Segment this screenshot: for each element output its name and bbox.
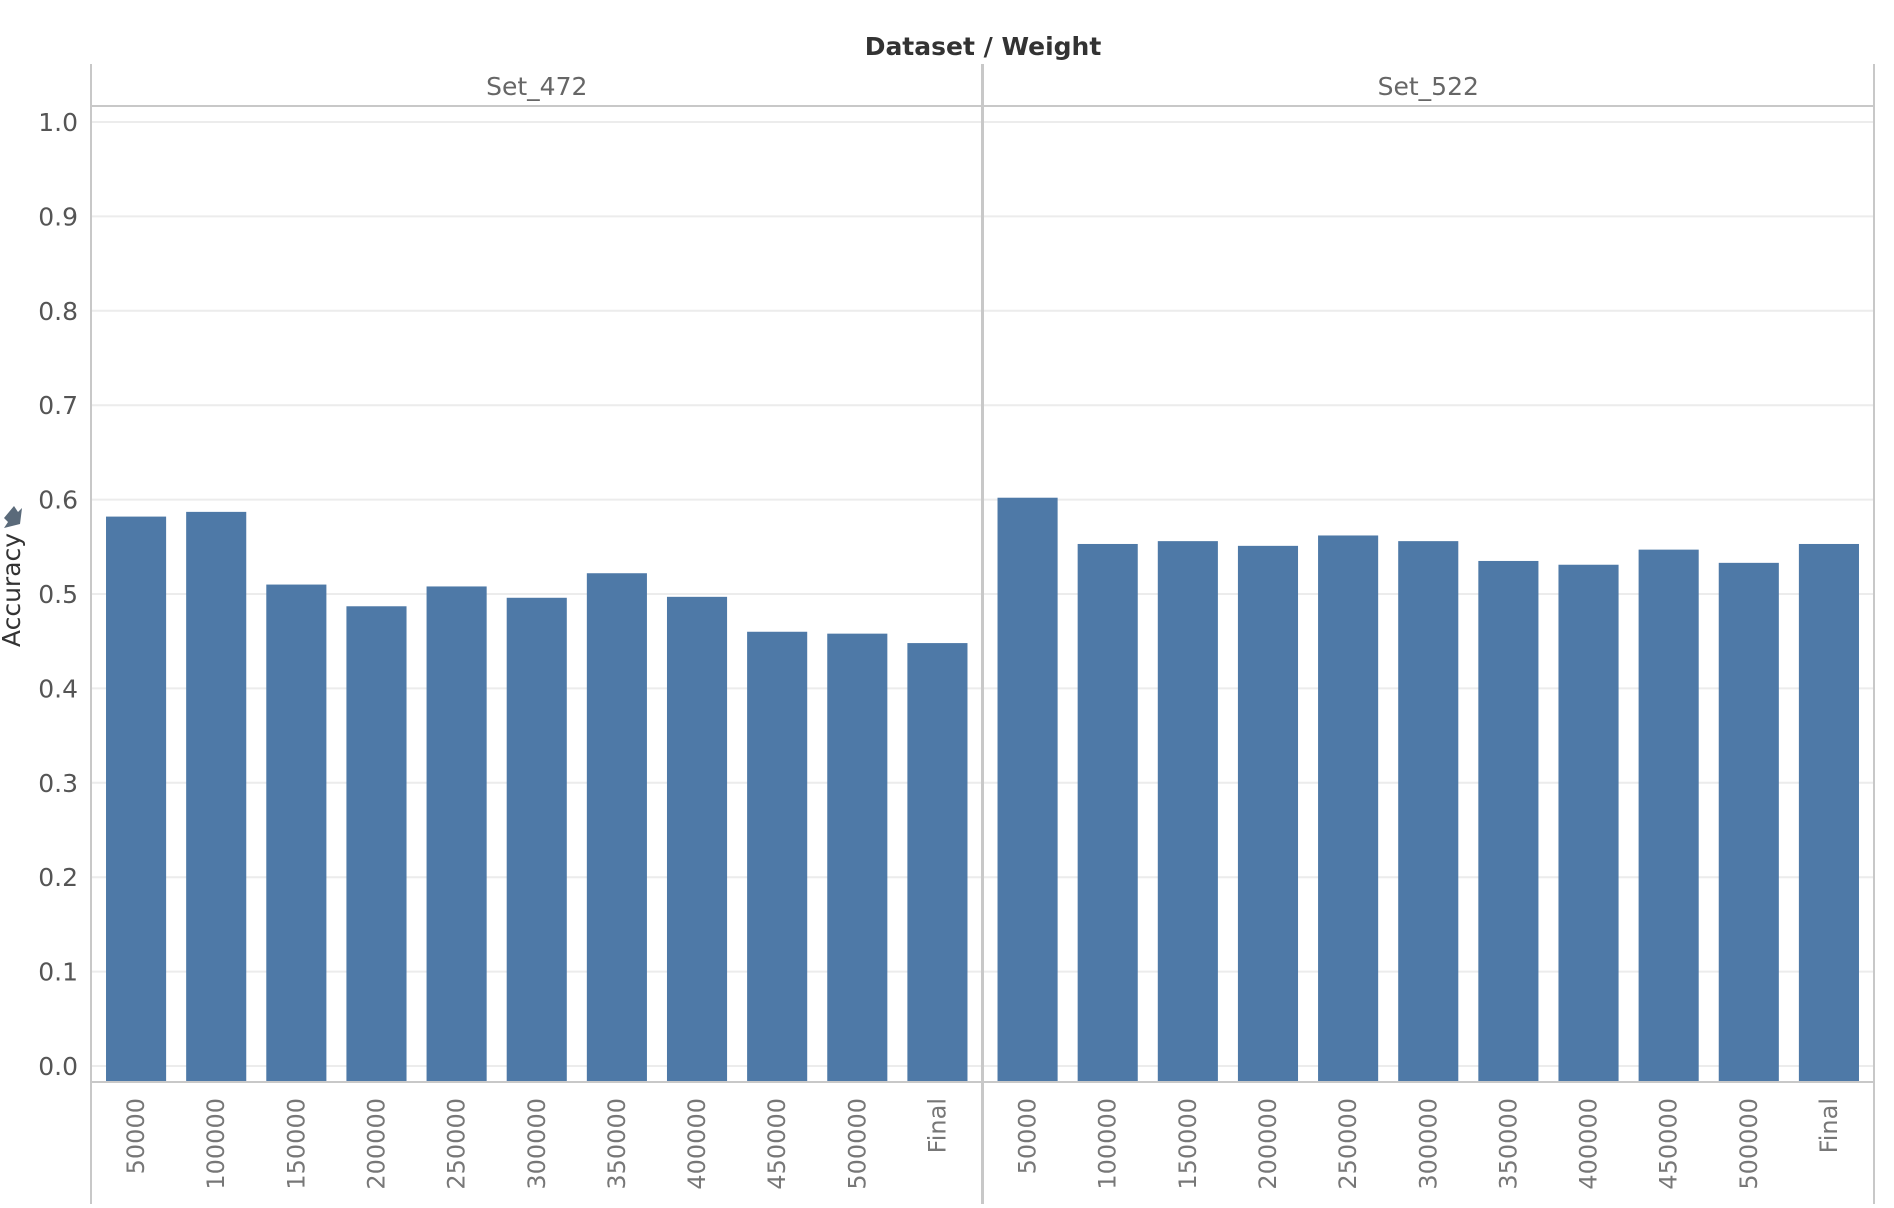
x-tick-label: 150000	[1174, 1098, 1202, 1190]
x-tick-label: 200000	[362, 1098, 390, 1190]
x-tick-label: 350000	[1494, 1098, 1522, 1190]
chart-header-title: Dataset / Weight	[865, 32, 1102, 61]
bar[interactable]	[1318, 535, 1379, 1082]
bar[interactable]	[106, 516, 167, 1082]
bar[interactable]	[1718, 562, 1779, 1082]
x-tick-label: 400000	[1575, 1098, 1603, 1190]
x-tick-label: 200000	[1254, 1098, 1282, 1190]
chart-frame	[90, 64, 1875, 1204]
y-tick-label: 0.1	[38, 958, 78, 987]
y-axis-ticks: 0.0 0.1 0.2 0.3 0.4 0.5 0.6 0.7 0.8 0.9 1.0	[38, 108, 78, 1081]
bar[interactable]	[186, 511, 247, 1082]
y-tick-label: 0.0	[38, 1052, 78, 1081]
y-tick-label: 0.2	[38, 863, 78, 892]
y-tick-label: 0.7	[38, 391, 78, 420]
bar[interactable]	[1157, 541, 1218, 1082]
x-tick-label: 250000	[1334, 1098, 1362, 1190]
y-tick-label: 0.9	[38, 202, 78, 231]
bar[interactable]	[666, 596, 728, 1082]
bar[interactable]	[827, 633, 888, 1082]
pin-icon[interactable]	[4, 506, 22, 528]
x-tick-label: 100000	[202, 1098, 230, 1190]
x-tick-label: 450000	[1655, 1098, 1683, 1190]
x-tick-label: 300000	[1414, 1098, 1442, 1190]
panel-label: Set_472	[486, 72, 587, 101]
panels: Set_472 50000 100000 150000 200000 250000 3000…	[106, 72, 1859, 1190]
x-tick-label: 300000	[523, 1098, 551, 1190]
y-tick-label: 0.5	[38, 580, 78, 609]
x-tick-label: 400000	[683, 1098, 711, 1190]
bar[interactable]	[1077, 543, 1138, 1082]
x-tick-label: 450000	[763, 1098, 791, 1190]
panel-set-522: Set_522 50000 100000 150000 200000 250000 3000…	[997, 72, 1859, 1190]
bar[interactable]	[1798, 543, 1859, 1082]
bar[interactable]	[997, 497, 1058, 1082]
bar[interactable]	[1478, 560, 1539, 1082]
bar[interactable]	[506, 597, 567, 1082]
bar[interactable]	[1558, 564, 1619, 1082]
x-tick-label: 150000	[282, 1098, 310, 1190]
bar[interactable]	[266, 584, 327, 1082]
y-tick-label: 0.3	[38, 769, 78, 798]
x-tick-label: 350000	[603, 1098, 631, 1190]
x-tick-label: Final	[923, 1098, 951, 1153]
panel-set-472: Set_472 50000 100000 150000 200000 250000 3000…	[106, 72, 968, 1190]
bar[interactable]	[346, 606, 407, 1082]
x-tick-label: 100000	[1094, 1098, 1122, 1190]
x-tick-label: 500000	[843, 1098, 871, 1190]
x-tick-label: Final	[1815, 1098, 1843, 1153]
y-tick-label: 0.6	[38, 486, 78, 515]
bar[interactable]	[1638, 549, 1699, 1082]
bar[interactable]	[1398, 541, 1459, 1082]
bar[interactable]	[747, 631, 808, 1082]
x-tick-label: 50000	[1014, 1098, 1042, 1174]
bar[interactable]	[426, 586, 487, 1082]
x-tick-label: 500000	[1735, 1098, 1763, 1190]
x-tick-label: 50000	[122, 1098, 150, 1174]
y-tick-label: 0.4	[38, 674, 78, 703]
y-tick-label: 1.0	[38, 108, 78, 137]
panel-label: Set_522	[1378, 72, 1479, 101]
bar[interactable]	[586, 573, 647, 1082]
x-tick-label: 250000	[443, 1098, 471, 1190]
y-axis-label: Accuracy	[0, 533, 26, 647]
bar[interactable]	[1237, 545, 1299, 1082]
bar[interactable]	[907, 643, 968, 1082]
y-tick-label: 0.8	[38, 297, 78, 326]
